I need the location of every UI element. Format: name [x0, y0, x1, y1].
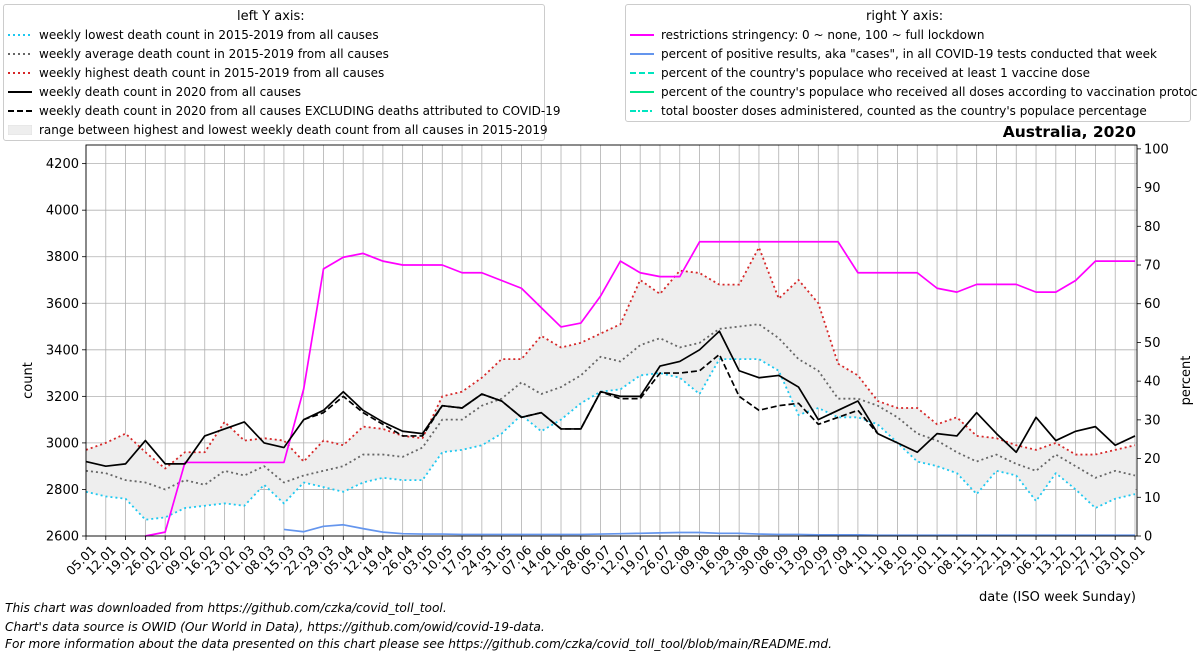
legend-left-title: left Y axis:: [237, 9, 305, 24]
legend-label-vaccine-full: percent of the country's populace who re…: [661, 85, 1197, 99]
series-2020-line: [85, 330, 1136, 468]
y-right-axis-label: percent: [1179, 356, 1194, 406]
y-left-axis-label: count: [21, 362, 36, 399]
legend-swatch-vaccine-full: [630, 91, 654, 93]
legend-label-highest: weekly highest death count in 2015-2019 …: [39, 66, 385, 80]
legend-label-2020: weekly death count in 2020 from all caus…: [39, 85, 302, 99]
y-left-tick-label: 4000: [46, 204, 79, 219]
series-lowest-line: [85, 358, 1136, 521]
legend-swatch-excl-covid: [8, 110, 32, 112]
legend-label-lowest: weekly lowest death count in 2015-2019 f…: [39, 28, 379, 42]
legend-item-average: weekly average death count in 2015-2019 …: [8, 45, 389, 63]
y-right-tick-label: 100: [1144, 142, 1169, 157]
legend-label-booster: total booster doses administered, counte…: [661, 104, 1147, 118]
y-left-tick-label: 3400: [46, 343, 79, 358]
legend-left: left Y axis: weekly lowest death count i…: [3, 4, 560, 141]
legend-right-title: right Y axis:: [866, 9, 944, 24]
legend-swatch-vaccine-1: [630, 72, 654, 74]
legend-swatch-2020: [8, 91, 32, 93]
legend-label-excl-covid: weekly death count in 2020 from all caus…: [39, 104, 561, 118]
y-left-tick-label: 3200: [46, 390, 79, 405]
legend-item-vaccine-full: percent of the country's populace who re…: [630, 83, 1197, 101]
legend-swatch-booster: [630, 110, 654, 112]
footer-line-2: Chart's data source is OWID (Our World i…: [5, 620, 545, 634]
legend-label-positive: percent of positive results, aka "cases"…: [661, 47, 1157, 61]
legend-label-range: range between highest and lowest weekly …: [39, 123, 548, 137]
chart-title: Australia, 2020: [1002, 123, 1136, 141]
range-fill-area: [86, 247, 1135, 520]
series-layer: [85, 240, 1136, 537]
plot-frame: [85, 144, 1138, 537]
series-positive-line: [283, 523, 1135, 537]
legend-swatch-lowest: [8, 34, 32, 36]
y-right-tick-label: 0: [1144, 530, 1152, 545]
y-left-tick-label: 4200: [46, 157, 79, 172]
y-right-tick-label: 40: [1144, 375, 1161, 390]
legend-item-positive: percent of positive results, aka "cases"…: [630, 45, 1157, 63]
y-left-tick-label: 2600: [46, 530, 79, 545]
y-right-tick-label: 50: [1144, 336, 1161, 351]
series-stringency-line: [145, 240, 1135, 537]
series-average-line: [85, 323, 1136, 491]
legend-item-2020: weekly death count in 2020 from all caus…: [8, 83, 301, 101]
legend-swatch-highest: [8, 72, 32, 74]
legend-swatch-average: [8, 53, 32, 55]
y-left-tick-label: 3000: [46, 436, 79, 451]
y-right-tick-label: 70: [1144, 259, 1161, 274]
legend-item-booster: total booster doses administered, counte…: [630, 102, 1147, 120]
y-right-tick-label: 80: [1144, 220, 1161, 235]
legend-item-lowest: weekly lowest death count in 2015-2019 f…: [8, 26, 379, 44]
x-axis-label: date (ISO week Sunday): [979, 590, 1136, 605]
y-right-tick-label: 60: [1144, 297, 1161, 312]
legend-swatch-range: [8, 125, 32, 135]
legend-item-excl-covid: weekly death count in 2020 from all caus…: [8, 102, 560, 120]
legend-swatch-stringency: [630, 34, 654, 36]
y-right-tick-label: 90: [1144, 181, 1161, 196]
legend-item-stringency: restrictions stringency: 0 ~ none, 100 ~…: [630, 26, 984, 44]
y-right-tick-label: 10: [1144, 491, 1161, 506]
legend-item-range: range between highest and lowest weekly …: [8, 121, 548, 139]
y-right-tick-label: 20: [1144, 452, 1161, 467]
footer-line-1: This chart was downloaded from https://g…: [5, 601, 447, 615]
legend-label-vaccine-1: percent of the country's populace who re…: [661, 66, 1090, 80]
legend-item-highest: weekly highest death count in 2015-2019 …: [8, 64, 384, 82]
legend-swatch-positive: [630, 53, 654, 55]
y-right-tick-label: 30: [1144, 413, 1161, 428]
y-left-tick-label: 2800: [46, 483, 79, 498]
range-fill-layer: [86, 247, 1135, 520]
y-left-tick-label: 3800: [46, 250, 79, 265]
footer-line-3: For more information about the data pres…: [5, 637, 833, 651]
legend-label-average: weekly average death count in 2015-2019 …: [39, 47, 389, 61]
legend-item-vaccine-1: percent of the country's populace who re…: [630, 64, 1090, 82]
y-left-tick-label: 3600: [46, 297, 79, 312]
legend-label-stringency: restrictions stringency: 0 ~ none, 100 ~…: [661, 28, 985, 42]
legend-right: right Y axis: restrictions stringency: 0…: [625, 4, 1197, 122]
